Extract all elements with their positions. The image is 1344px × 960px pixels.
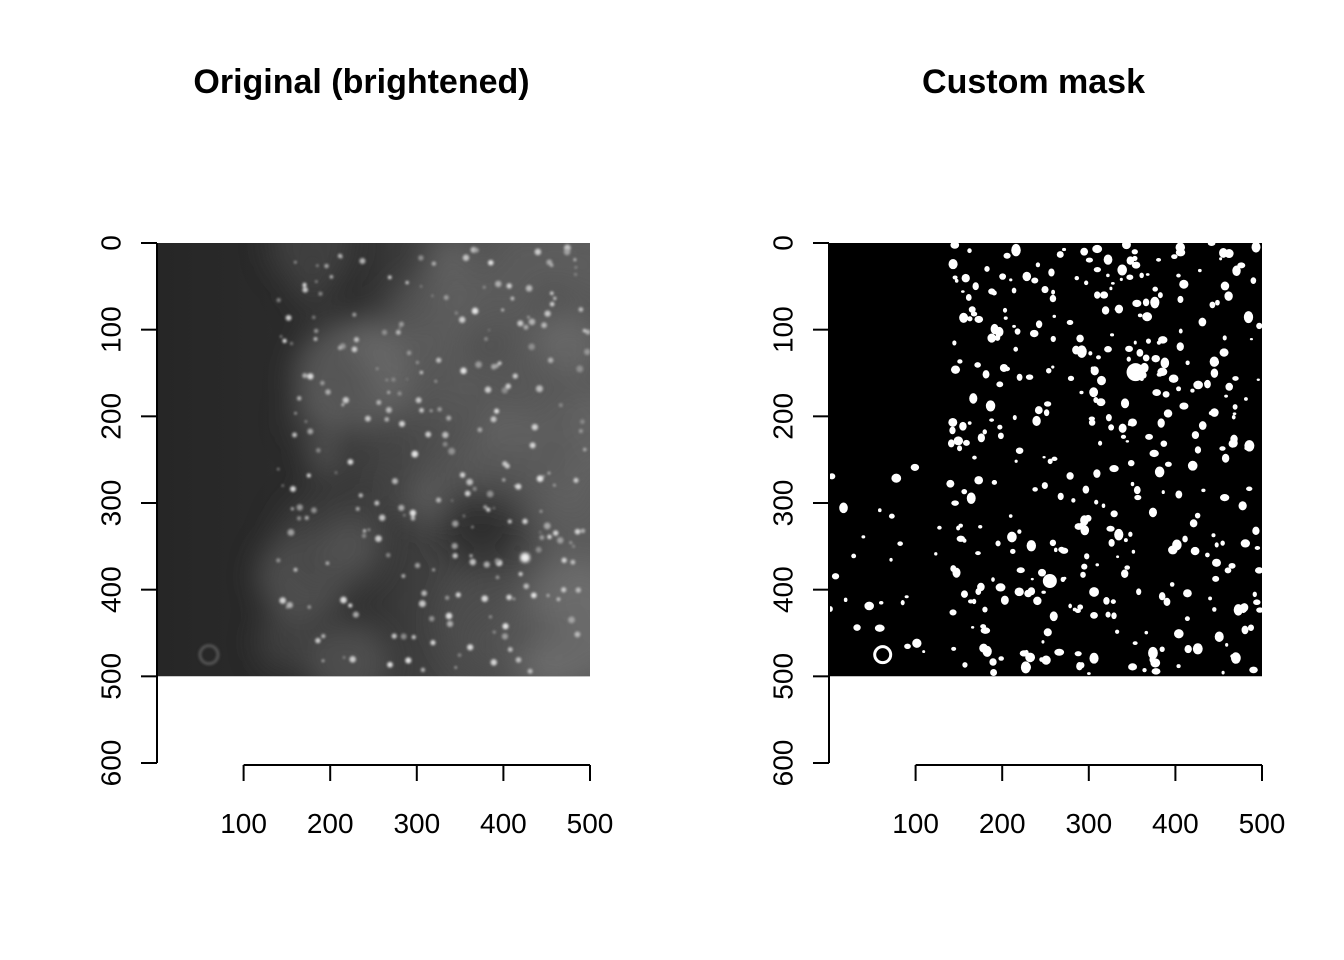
image-raster (829, 243, 1262, 677)
y-tick-label: 300 (768, 480, 799, 527)
y-tick-label: 100 (96, 306, 127, 353)
x-tick-label: 200 (307, 808, 354, 839)
x-tick-label: 500 (567, 808, 614, 839)
y-tick-label: 300 (96, 480, 127, 527)
x-tick-label: 200 (979, 808, 1026, 839)
y-tick-label: 500 (96, 653, 127, 700)
image-spots (198, 244, 590, 674)
x-axis: 100 200 300 400 500 (892, 764, 1286, 839)
chart-title: Original (brightened) (193, 63, 529, 101)
x-tick-label: 400 (1152, 808, 1199, 839)
x-tick-label: 100 (892, 808, 939, 839)
image-background (829, 243, 1262, 677)
x-tick-label: 300 (393, 808, 440, 839)
y-tick-label: 600 (768, 740, 799, 787)
x-tick-label: 500 (1239, 808, 1286, 839)
image-haze (257, 243, 590, 677)
y-tick-label: 500 (768, 653, 799, 700)
panel-original: Original (brightened) 0 100 200 300 400 500 600… (96, 63, 614, 839)
image-raster (157, 243, 590, 677)
y-tick-label: 600 (96, 740, 127, 787)
chart-title: Custom mask (922, 63, 1145, 101)
y-axis: 0 100 200 300 400 500 600 (96, 235, 158, 786)
y-tick-label: 200 (768, 393, 799, 440)
x-tick-label: 300 (1065, 808, 1112, 839)
y-tick-label: 200 (96, 393, 127, 440)
mask-blobs (829, 243, 1262, 677)
x-tick-label: 400 (480, 808, 527, 839)
y-tick-label: 400 (768, 566, 799, 613)
y-axis: 0 100 200 300 400 500 600 (768, 235, 830, 786)
panel-custom-mask: Custom mask 0 100 200 300 400 500 600 100 200 300 4… (768, 63, 1286, 839)
y-tick-label: 400 (96, 566, 127, 613)
y-tick-label: 0 (96, 235, 127, 251)
y-tick-label: 0 (768, 235, 799, 251)
y-tick-label: 100 (768, 306, 799, 353)
x-tick-label: 100 (220, 808, 267, 839)
x-axis: 100 200 300 400 500 (220, 764, 614, 839)
